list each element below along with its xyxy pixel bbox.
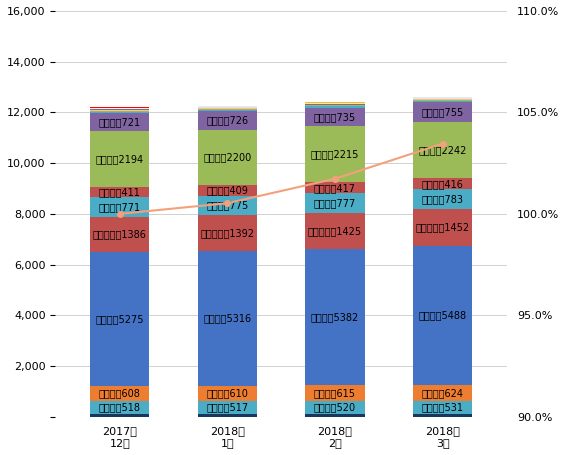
Bar: [198, 108, 257, 109]
Text: 京都府，409: 京都府，409: [207, 186, 248, 196]
Bar: [306, 126, 365, 182]
Bar: [306, 249, 365, 385]
Text: 神奈川県，1425: 神奈川県，1425: [308, 226, 362, 236]
Text: 千葉県，624: 千葉県，624: [422, 388, 464, 398]
Bar: [306, 213, 365, 249]
Bar: [306, 103, 365, 104]
Bar: [413, 414, 472, 417]
Bar: [306, 401, 365, 414]
Text: 神奈川県，1452: 神奈川県，1452: [415, 222, 470, 232]
Text: 兵庫県，735: 兵庫県，735: [314, 112, 356, 122]
Bar: [306, 106, 365, 108]
Bar: [413, 178, 472, 189]
Bar: [90, 109, 149, 110]
Bar: [198, 386, 257, 401]
Bar: [306, 193, 365, 213]
Text: 兵庫県，726: 兵庫県，726: [207, 116, 248, 126]
Text: 愛知県，783: 愛知県，783: [422, 194, 464, 204]
Text: 千葉県，610: 千葉県，610: [207, 389, 248, 398]
Text: 埼玉県，520: 埼玉県，520: [314, 403, 356, 413]
Bar: [198, 186, 257, 196]
Text: 京都府，411: 京都府，411: [99, 187, 141, 197]
Bar: [198, 109, 257, 110]
Bar: [198, 251, 257, 386]
Text: 千葉県，608: 千葉県，608: [99, 389, 141, 398]
Bar: [90, 414, 149, 417]
Bar: [306, 108, 365, 126]
Bar: [306, 385, 365, 401]
Bar: [413, 98, 472, 99]
Text: 大阪府，2242: 大阪府，2242: [418, 145, 467, 155]
Bar: [90, 401, 149, 414]
Bar: [90, 111, 149, 113]
Bar: [90, 252, 149, 386]
Bar: [198, 110, 257, 111]
Bar: [90, 197, 149, 217]
Bar: [413, 101, 472, 102]
Text: 大阪府，2194: 大阪府，2194: [96, 154, 144, 164]
Text: 神奈川県，1386: 神奈川県，1386: [93, 229, 147, 239]
Text: 愛知県，775: 愛知県，775: [206, 201, 248, 211]
Bar: [90, 187, 149, 197]
Bar: [413, 100, 472, 101]
Bar: [90, 386, 149, 401]
Text: 愛知県，771: 愛知県，771: [99, 202, 141, 212]
Text: 東京都，5275: 東京都，5275: [96, 314, 144, 324]
Bar: [413, 246, 472, 385]
Text: 京都府，416: 京都府，416: [422, 179, 464, 189]
Text: 東京都，5382: 東京都，5382: [311, 312, 359, 322]
Text: 兵庫県，721: 兵庫県，721: [99, 117, 141, 127]
Bar: [90, 131, 149, 187]
Bar: [198, 401, 257, 414]
Bar: [413, 385, 472, 401]
Text: 兵庫県，755: 兵庫県，755: [422, 107, 464, 117]
Text: 埼玉県，517: 埼玉県，517: [207, 403, 248, 413]
Bar: [198, 130, 257, 186]
Bar: [306, 182, 365, 193]
Bar: [198, 111, 257, 130]
Bar: [198, 107, 257, 108]
Bar: [198, 414, 257, 417]
Bar: [198, 196, 257, 216]
Bar: [306, 414, 365, 417]
Bar: [198, 216, 257, 251]
Text: 京都府，417: 京都府，417: [314, 183, 356, 193]
Bar: [306, 104, 365, 105]
Bar: [413, 209, 472, 246]
Text: 大阪府，2215: 大阪府，2215: [311, 149, 359, 159]
Text: 埼玉県，531: 埼玉県，531: [422, 402, 464, 412]
Text: 東京都，5488: 東京都，5488: [418, 310, 466, 320]
Bar: [413, 189, 472, 209]
Bar: [413, 102, 472, 121]
Text: 千葉県，615: 千葉県，615: [314, 388, 356, 398]
Bar: [306, 105, 365, 106]
Bar: [413, 401, 472, 414]
Text: 愛知県，777: 愛知県，777: [314, 198, 356, 208]
Bar: [413, 99, 472, 100]
Text: 東京都，5316: 東京都，5316: [203, 313, 251, 323]
Bar: [413, 121, 472, 178]
Text: 埼玉県，518: 埼玉県，518: [99, 403, 141, 413]
Text: 神奈川県，1392: 神奈川県，1392: [200, 228, 254, 238]
Bar: [90, 110, 149, 111]
Text: 大阪府，2200: 大阪府，2200: [203, 152, 251, 162]
Bar: [90, 113, 149, 131]
Bar: [90, 217, 149, 252]
